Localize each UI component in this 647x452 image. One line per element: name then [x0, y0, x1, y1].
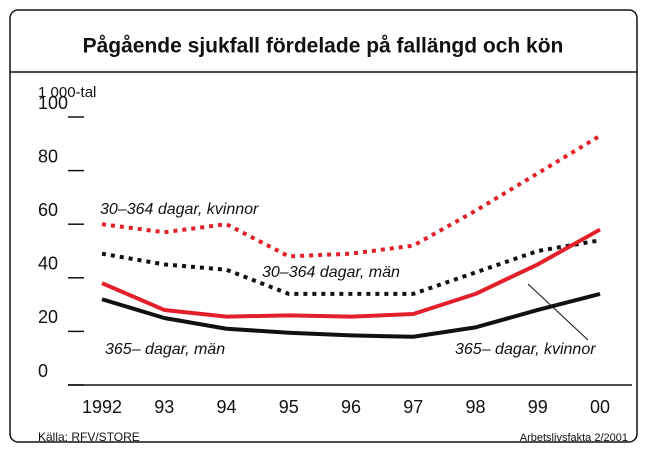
x-tick-label: 98	[465, 397, 485, 417]
x-tick-label: 00	[590, 397, 610, 417]
line-series	[101, 291, 601, 339]
series-label: 30–364 dagar, män	[262, 264, 400, 281]
y-tick-label: 60	[38, 200, 58, 220]
frame	[9, 9, 638, 443]
x-tick-label: 93	[154, 397, 174, 417]
y-tick-label: 20	[38, 307, 58, 327]
series-label: 365– dagar, män	[105, 341, 225, 358]
y-tick-label: 0	[38, 361, 48, 381]
x-tick-label: 95	[279, 397, 299, 417]
x-tick-label: 99	[528, 397, 548, 417]
source: Källa: RFV/STORE	[38, 430, 140, 444]
x-tick-label: 96	[341, 397, 361, 417]
leader-line	[527, 283, 589, 341]
x-tick-label: 1992	[82, 397, 122, 417]
line-series	[101, 227, 601, 319]
y-unit-label: 1 000-tal	[38, 84, 96, 101]
y-tick-label: 100	[38, 93, 68, 113]
y-tick-label: 80	[38, 146, 58, 166]
publication: Arbetslivsfakta 2/2001	[520, 432, 628, 444]
line-series	[101, 238, 601, 296]
series-label: 365– dagar, kvinnor	[455, 341, 596, 358]
y-tick-label: 40	[38, 254, 58, 274]
x-tick-label: 94	[216, 397, 236, 417]
chart-title: Pågående sjukfall fördelade på fallängd …	[83, 35, 564, 58]
line-series	[101, 134, 602, 259]
x-tick-label: 97	[403, 397, 423, 417]
series-label: 30–364 dagar, kvinnor	[100, 201, 259, 218]
